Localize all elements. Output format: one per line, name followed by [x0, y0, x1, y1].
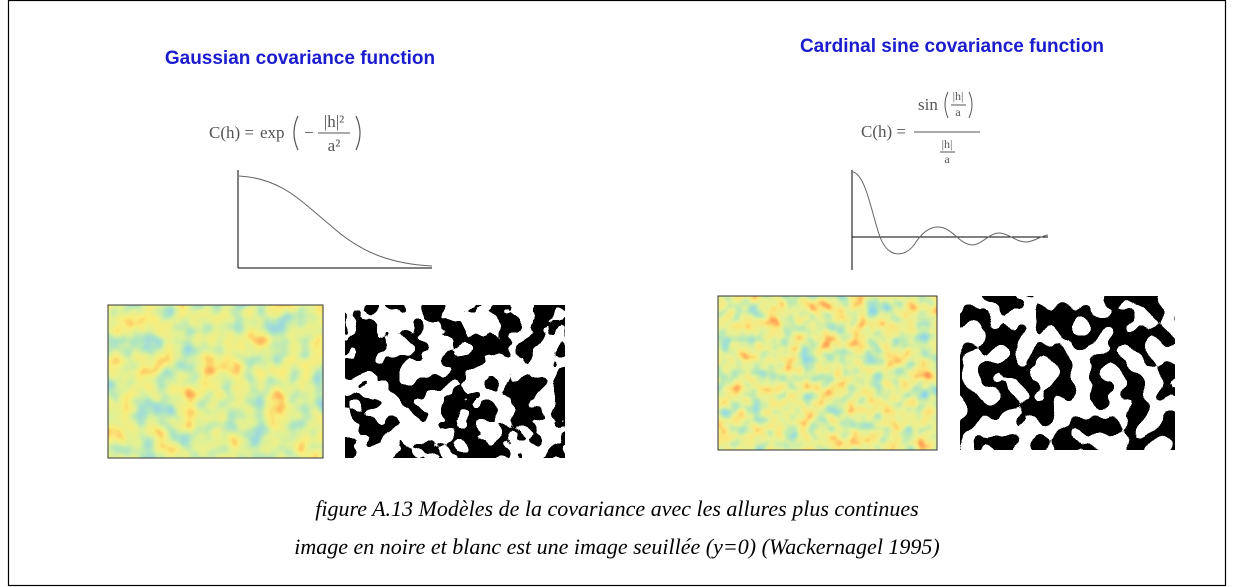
formula: C(h) = sin |h| a |h| a	[861, 89, 980, 166]
thresholded-image	[960, 296, 1175, 450]
simulated-field-image	[107, 304, 324, 459]
image-frame	[717, 295, 938, 451]
formula-func: exp	[260, 123, 285, 142]
formula-inner-numerator: |h|	[953, 89, 964, 103]
figure-border	[7, 0, 1227, 587]
thresholded-image	[345, 305, 565, 458]
panel-title: Cardinal sine covariance function	[800, 36, 1104, 57]
formula-outer-numerator: |h|	[942, 137, 953, 151]
panel-title: Gaussian covariance function	[165, 48, 435, 69]
covariance-curve	[238, 175, 433, 267]
formula-sign: −	[304, 123, 314, 142]
caption-line: figure A.13 Modèles de la covariance ave…	[315, 496, 918, 521]
formula-func: sin	[918, 95, 938, 114]
formula-outer-denominator: a	[944, 152, 950, 166]
formula-numerator: |h|²	[324, 112, 344, 131]
caption-line: image en noire et blanc est une image se…	[294, 534, 940, 559]
parenthesis	[355, 115, 361, 151]
covariance-curve	[852, 171, 1049, 255]
image-frame	[107, 304, 324, 459]
parenthesis	[944, 91, 949, 119]
formula-lhs: C(h) =	[861, 122, 906, 141]
parenthesis	[968, 91, 973, 119]
formula-denominator: a²	[328, 136, 341, 155]
formula-lhs: C(h) =	[209, 123, 254, 142]
simulated-field-image	[718, 296, 937, 450]
sinc-plot	[851, 170, 1049, 270]
formula-inner-denominator: a	[955, 105, 961, 119]
formula: C(h) = exp − |h|² a²	[209, 112, 361, 155]
gaussian-plot	[237, 170, 433, 269]
parenthesis	[293, 115, 299, 151]
